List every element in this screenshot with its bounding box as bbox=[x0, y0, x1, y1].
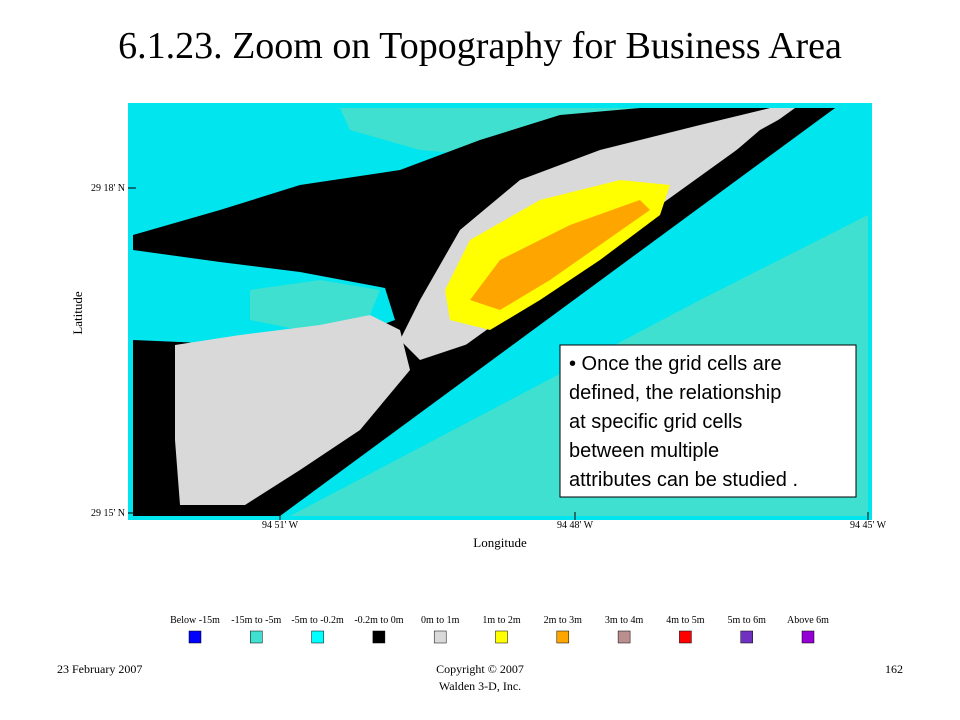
legend-swatch bbox=[617, 630, 631, 644]
topography-map: 29 18' N 29 15' N 94 51' W 94 48' W 94 4… bbox=[70, 103, 887, 550]
x-tick-label: 94 45' W bbox=[850, 520, 887, 531]
legend-label: 0m to 1m bbox=[421, 615, 460, 626]
footer-company: Walden 3-D, Inc. bbox=[439, 679, 521, 693]
shore-band bbox=[228, 108, 835, 516]
y-tick-label: 29 15' N bbox=[91, 508, 125, 519]
callout-line: between multiple bbox=[569, 440, 719, 462]
legend-label: 5m to 6m bbox=[728, 615, 767, 626]
y-axis-label: Latitude bbox=[70, 291, 85, 335]
x-tick-label: 94 48' W bbox=[557, 520, 594, 531]
x-tick-label: 94 51' W bbox=[262, 520, 299, 531]
legend: Below -15m -15m to -5m -5m to -0.2m -0.2m t… bbox=[170, 615, 829, 644]
legend-swatch bbox=[311, 630, 324, 644]
legend-label: -5m to -0.2m bbox=[291, 615, 344, 626]
shallow-pool bbox=[250, 280, 380, 330]
callout-box bbox=[559, 344, 857, 498]
legend-label: Above 6m bbox=[787, 615, 829, 626]
legend-swatch bbox=[188, 630, 202, 644]
legend-swatch bbox=[372, 630, 386, 644]
legend-swatch bbox=[556, 630, 570, 644]
legend-swatch bbox=[801, 630, 815, 644]
x-axis-label: Longitude bbox=[473, 535, 527, 550]
page-number: 162 bbox=[885, 662, 903, 676]
footer-copyright: Copyright © 2007 bbox=[436, 662, 524, 676]
callout-line: defined, the relationship bbox=[569, 382, 781, 404]
legend-swatch bbox=[679, 630, 692, 644]
legend-label: -15m to -5m bbox=[231, 615, 281, 626]
legend-swatch bbox=[740, 630, 753, 644]
footer-date: 23 February 2007 bbox=[57, 662, 142, 676]
legend-label: 2m to 3m bbox=[544, 615, 583, 626]
mainland bbox=[175, 315, 410, 505]
y-tick-label: 29 18' N bbox=[91, 183, 125, 194]
legend-label: 1m to 2m bbox=[482, 615, 521, 626]
legend-label: 4m to 5m bbox=[666, 615, 705, 626]
legend-swatch bbox=[495, 630, 508, 644]
legend-swatch bbox=[250, 630, 263, 644]
callout-line: • Once the grid cells are bbox=[569, 353, 782, 375]
legend-label: 3m to 4m bbox=[605, 615, 644, 626]
slide-title: 6.1.23. Zoom on Topography for Business … bbox=[118, 25, 842, 67]
high-area bbox=[470, 200, 650, 310]
callout: • Once the grid cells are defined, the r… bbox=[559, 344, 857, 498]
callout-line: at specific grid cells bbox=[569, 411, 742, 433]
legend-swatch bbox=[433, 630, 447, 644]
callout-line: attributes can be studied . bbox=[569, 469, 798, 491]
legend-label: Below -15m bbox=[170, 615, 220, 626]
legend-label: -0.2m to 0m bbox=[354, 615, 403, 626]
